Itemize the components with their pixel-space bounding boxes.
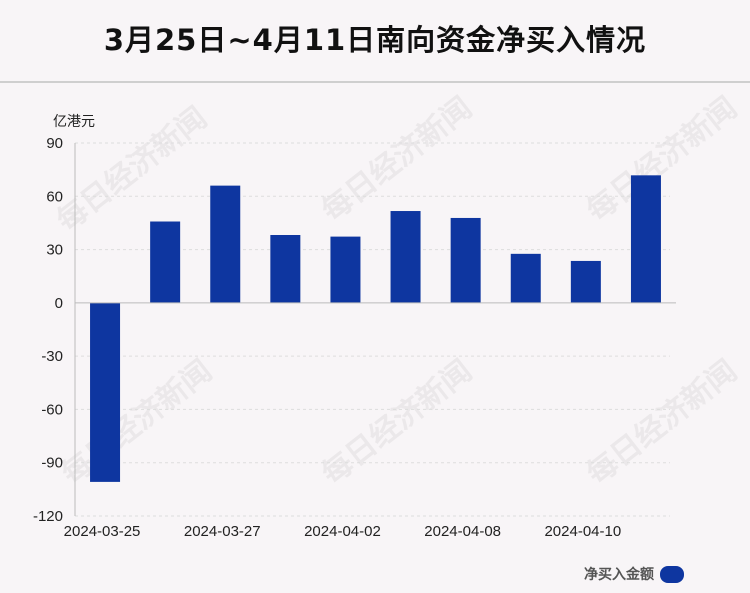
y-tick-label: 60 [46,188,63,205]
page-title: 3月25日~4月11日南向资金净买入情况 [103,23,647,57]
bar [390,211,421,303]
y-tick-label: -60 [41,401,63,418]
x-tick-label: 2024-03-27 [184,523,261,540]
bar [210,185,241,303]
bar [570,260,601,303]
y-tick-label: 0 [55,295,63,312]
x-tick-label: 2024-04-08 [424,523,501,540]
y-tick-label: -30 [41,348,63,365]
y-axis-unit-label: 亿港元 [53,114,95,130]
bar [630,175,661,303]
bar [270,235,301,303]
y-tick-label: 30 [46,242,63,259]
bar [90,302,121,482]
bar [150,221,181,303]
legend: 净买入金额 [584,564,684,584]
legend-label: 净买入金额 [584,567,654,583]
y-tick-label: 90 [46,135,63,152]
bar [450,217,481,303]
x-tick-label: 2024-04-10 [544,523,621,540]
y-tick-label: -90 [41,455,63,472]
bar [510,253,541,303]
x-tick-label: 2024-03-25 [64,523,141,540]
bar [330,236,361,303]
title-divider [0,81,750,83]
x-tick-label: 2024-04-02 [304,523,381,540]
legend-swatch [660,565,684,583]
y-tick-label: -120 [33,508,63,525]
